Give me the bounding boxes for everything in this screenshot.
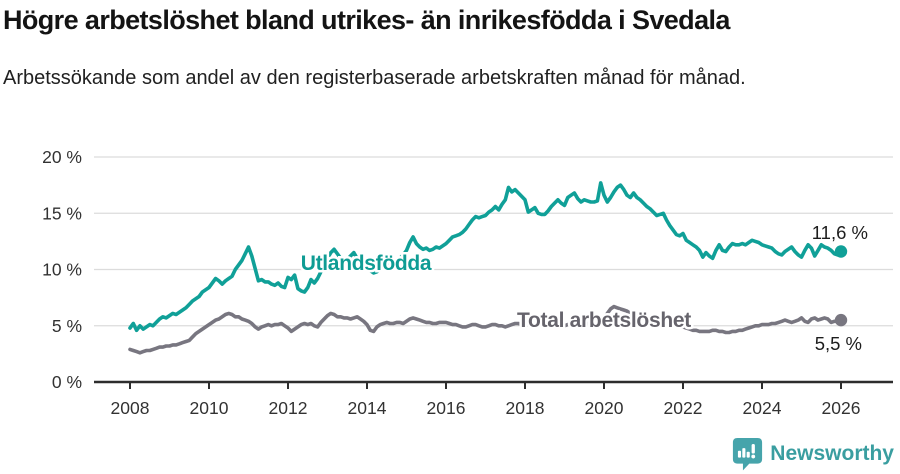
y-axis-tick-label: 20 % — [42, 147, 82, 167]
y-axis-tick-label: 15 % — [42, 203, 82, 223]
y-axis-tick-label: 10 % — [42, 260, 82, 280]
newsworthy-logo[interactable]: Newsworthy — [732, 437, 894, 471]
series-line-utlandsfodda — [128, 181, 843, 333]
plot-area: 0 % 5 % 10 % 15 % 20 % 2008 2010 2012 2014 2016 20… — [42, 147, 893, 418]
series-label-total-arbetsloshet: Total arbetslöshet — [517, 309, 691, 332]
x-axis-tick-label: 2024 — [743, 398, 782, 418]
page-subtitle: Arbetssökande som andel av den registerb… — [3, 67, 746, 89]
x-axis-tick-label: 2014 — [348, 398, 387, 418]
y-axis-tick-label: 5 % — [52, 316, 82, 336]
endpoint-value-utlandsfodda: 11,6 % — [812, 222, 868, 243]
newsworthy-bar-chart-bubble-icon — [733, 438, 763, 471]
bar-chart-glyph — [738, 443, 756, 459]
endpoint-value-total-arbetsloshet: 5,5 % — [815, 333, 862, 354]
endpoint-dot-utlandsfodda — [834, 245, 848, 258]
series-line-total-arbetsloshet — [128, 304, 843, 355]
series-label-utlandsfodda: Utlandsfödda — [301, 252, 432, 275]
page-title: Högre arbetslöshet bland utrikes- än inr… — [3, 5, 730, 35]
x-axis-tick-label: 2018 — [506, 398, 545, 418]
x-axis-tick-label: 2008 — [111, 398, 150, 418]
x-axis-tick-label: 2016 — [427, 398, 466, 418]
y-axis-tick-label: 0 % — [52, 372, 82, 392]
endpoint-dot-total-arbetsloshet — [834, 313, 848, 327]
x-axis-tick-label: 2020 — [585, 398, 624, 418]
newsworthy-wordmark: Newsworthy — [770, 442, 894, 465]
x-axis-tick-label: 2026 — [822, 398, 861, 418]
x-axis-tick-label: 2010 — [190, 398, 229, 418]
x-axis-tick-label: 2012 — [269, 398, 308, 418]
x-axis-tick-label: 2022 — [664, 398, 703, 418]
